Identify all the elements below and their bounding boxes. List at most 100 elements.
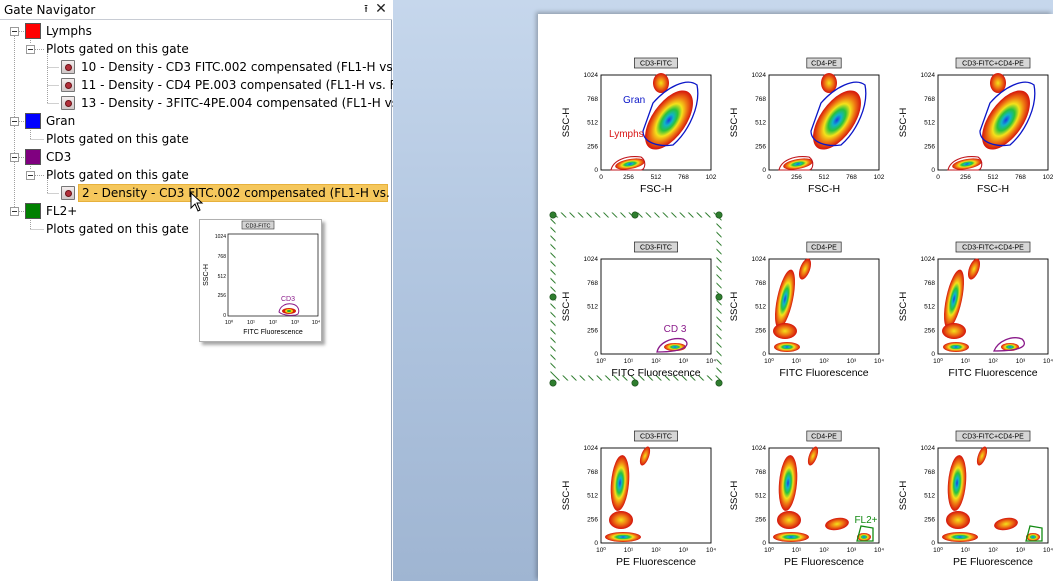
x-tick-label: 10⁰ bbox=[764, 357, 774, 365]
x-tick-label: 10³ bbox=[847, 358, 857, 365]
y-tick-label: 768 bbox=[587, 280, 598, 287]
x-tick-label: 10⁰ bbox=[933, 357, 943, 365]
plot-area bbox=[600, 258, 712, 355]
resize-handle[interactable] bbox=[549, 293, 557, 301]
y-tick-label: 256 bbox=[755, 327, 766, 334]
y-tick-label: 768 bbox=[755, 96, 766, 103]
density-plot[interactable]: CD4-PE 1024 768 512 256 00 256 512 768 102 SSC-H FS… bbox=[729, 57, 885, 195]
cd3-gate bbox=[656, 337, 688, 353]
density-cloud bbox=[783, 73, 861, 170]
lymphs-collapse-button[interactable] bbox=[10, 27, 19, 36]
lymphs-gate bbox=[610, 156, 646, 171]
tree-item-plot[interactable]: 13 - Density - 3FITC-4PE.004 compensated… bbox=[81, 96, 445, 110]
tree-item-gran[interactable]: Gran bbox=[46, 114, 76, 128]
cd3-collapse-button[interactable] bbox=[10, 153, 19, 162]
fl2-gate bbox=[1025, 525, 1043, 542]
y-tick-label: 1024 bbox=[921, 72, 936, 79]
density-plot[interactable]: CD3-FITC 1024 768 512 256 00 256 512 768 102 SSC-H… bbox=[561, 57, 717, 195]
x-tick-label: 10⁰ bbox=[764, 546, 774, 554]
x-tick-label: 10⁴ bbox=[706, 547, 716, 554]
resize-handle[interactable] bbox=[715, 211, 723, 219]
close-icon[interactable]: ✕ bbox=[375, 1, 387, 17]
svg-text:10²: 10² bbox=[269, 320, 277, 326]
density-plot[interactable]: CD3-FITC+CD4-PE 1024 768 512 256 00 256 512 768 1… bbox=[898, 57, 1053, 195]
y-axis-label: SSC-H bbox=[561, 108, 572, 138]
x-axis-label: FITC Fluorescence bbox=[948, 367, 1037, 379]
pin-icon[interactable]: ⭱ bbox=[364, 2, 368, 15]
resize-handle[interactable] bbox=[549, 379, 557, 387]
plot-title-box bbox=[806, 430, 842, 442]
resize-handle[interactable] bbox=[715, 379, 723, 387]
x-tick-label: 256 bbox=[623, 174, 634, 181]
tree-item-lymphs[interactable]: Lymphs bbox=[46, 24, 92, 38]
x-axis-label: PE Fluorescence bbox=[953, 556, 1033, 568]
x-axis-label: PE Fluorescence bbox=[616, 556, 696, 568]
resize-handle[interactable] bbox=[631, 379, 639, 387]
tree-item-plot-selected[interactable]: 2 - Density - CD3 FITC.002 compensated (… bbox=[82, 186, 436, 200]
y-axis-label: SSC-H bbox=[898, 292, 909, 322]
panel-title: Gate Navigator bbox=[4, 3, 96, 17]
x-tick-label: 0 bbox=[767, 174, 771, 181]
x-tick-label: 10⁰ bbox=[596, 357, 606, 365]
preview-gate-label: CD3 bbox=[281, 296, 295, 303]
tree-item-plot[interactable]: 10 - Density - CD3 FITC.002 compensated … bbox=[81, 60, 440, 74]
resize-handle[interactable] bbox=[715, 293, 723, 301]
y-tick-label: 0 bbox=[594, 351, 598, 358]
plot-title: CD3-FITC bbox=[640, 61, 672, 68]
x-tick-label: 10¹ bbox=[792, 547, 802, 554]
plot-title: CD3-FITC+CD4-PE bbox=[962, 434, 1024, 441]
y-tick-label: 1024 bbox=[752, 256, 767, 263]
resize-handle[interactable] bbox=[631, 211, 639, 219]
gran-collapse-button[interactable] bbox=[10, 117, 19, 126]
y-tick-label: 768 bbox=[755, 469, 766, 476]
plot-title-box bbox=[634, 430, 678, 442]
x-tick-label: 10⁴ bbox=[1043, 547, 1053, 554]
y-tick-label: 768 bbox=[924, 96, 935, 103]
x-tick-label: 10² bbox=[988, 547, 998, 554]
preview-density-plot: CD3-FITC 1024 768 512 256 0 10⁰ 10¹ 10² … bbox=[203, 220, 321, 336]
tree-item-fl2[interactable]: FL2+ bbox=[46, 204, 78, 218]
plot-title: CD4-PE bbox=[811, 434, 837, 441]
y-tick-label: 0 bbox=[931, 540, 935, 547]
y-tick-label: 256 bbox=[755, 143, 766, 150]
x-tick-label: 10⁰ bbox=[596, 546, 606, 554]
cd3-plots-collapse-button[interactable] bbox=[26, 171, 35, 180]
y-axis-label: SSC-H bbox=[561, 292, 572, 322]
x-tick-label: 102 bbox=[706, 174, 717, 181]
y-tick-label: 256 bbox=[755, 516, 766, 523]
selected-tree-item[interactable]: 2 - Density - CD3 FITC.002 compensated (… bbox=[78, 184, 435, 202]
density-cloud bbox=[942, 446, 1040, 542]
tree-group-plots-gated[interactable]: Plots gated on this gate bbox=[46, 132, 189, 146]
gran-color-swatch bbox=[25, 113, 41, 129]
tree-group-plots-gated[interactable]: Plots gated on this gate bbox=[46, 42, 189, 56]
y-tick-label: 0 bbox=[594, 540, 598, 547]
y-tick-label: 1024 bbox=[584, 256, 599, 263]
tree-group-plots-gated[interactable]: Plots gated on this gate bbox=[46, 168, 189, 182]
x-axis-label: FSC-H bbox=[977, 183, 1009, 195]
tree-item-plot[interactable]: 11 - Density - CD4 PE.003 compensated (F… bbox=[81, 78, 429, 92]
x-tick-label: 10⁴ bbox=[1043, 358, 1053, 365]
tree-group-plots-gated[interactable]: Plots gated on this gate bbox=[46, 222, 189, 236]
fl2-collapse-button[interactable] bbox=[10, 207, 19, 216]
x-tick-label: 10³ bbox=[847, 547, 857, 554]
resize-handle[interactable] bbox=[549, 211, 557, 219]
lymphs-plots-collapse-button[interactable] bbox=[26, 45, 35, 54]
preview-plot-title: CD3-FITC bbox=[245, 224, 270, 230]
density-cloud bbox=[615, 73, 693, 170]
x-tick-label: 10³ bbox=[1016, 358, 1026, 365]
svg-text:1024: 1024 bbox=[215, 234, 226, 240]
density-plot-icon bbox=[61, 186, 75, 200]
tree-item-cd3[interactable]: CD3 bbox=[46, 150, 72, 164]
plot-title-box bbox=[955, 430, 1031, 442]
x-tick-label: 10¹ bbox=[792, 358, 802, 365]
y-tick-label: 512 bbox=[755, 120, 766, 127]
x-tick-label: 10¹ bbox=[961, 547, 971, 554]
plot-title: CD3-FITC+CD4-PE bbox=[962, 61, 1024, 68]
